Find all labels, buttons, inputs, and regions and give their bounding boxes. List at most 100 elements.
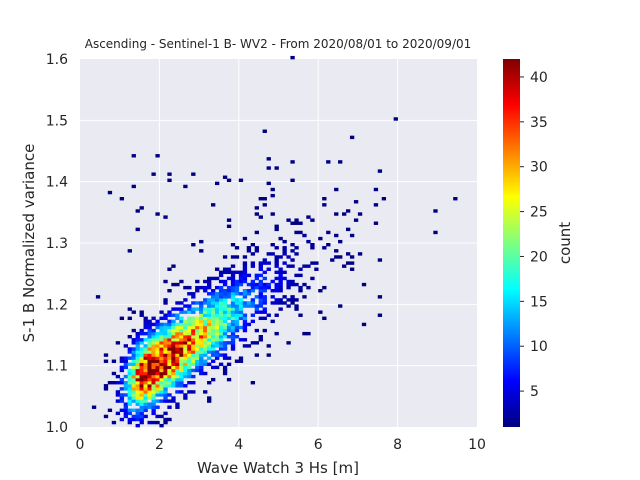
- heatmap-cell: [147, 325, 152, 330]
- heatmap-cell: [175, 368, 180, 373]
- heatmap-cell: [171, 381, 176, 385]
- heatmap-cell: [111, 381, 117, 385]
- heatmap-cell: [119, 381, 125, 385]
- heatmap-cell: [282, 301, 287, 305]
- heatmap-cell: [163, 359, 168, 363]
- heatmap-cell: [207, 356, 212, 360]
- heatmap-cell: [127, 402, 132, 406]
- heatmap-cell: [167, 381, 172, 385]
- heatmap-cell: [175, 405, 180, 409]
- heatmap-cell: [195, 331, 200, 336]
- heatmap-cell: [131, 377, 136, 382]
- heatmap-cell: [326, 243, 331, 247]
- heatmap-cell: [266, 267, 271, 271]
- heatmap-cell: [230, 289, 236, 293]
- heatmap-cell: [151, 356, 156, 360]
- heatmap-cell: [175, 371, 180, 376]
- heatmap-cell: [306, 285, 311, 290]
- heatmap-cell: [167, 319, 172, 324]
- heatmap-cell: [155, 322, 160, 327]
- heatmap-cell: [143, 384, 148, 388]
- heatmap-cell: [254, 307, 259, 311]
- heatmap-cell: [155, 356, 160, 360]
- heatmap-cell: [191, 243, 196, 247]
- heatmap-cell: [151, 374, 156, 379]
- heatmap-cell: [127, 374, 132, 379]
- heatmap-cell: [175, 282, 180, 287]
- heatmap-cell: [167, 399, 172, 403]
- heatmap-cell: [361, 282, 367, 287]
- heatmap-cell: [155, 371, 160, 376]
- heatmap-cell: [238, 316, 244, 321]
- heatmap-cell: [171, 368, 176, 373]
- heatmap-cell: [183, 322, 188, 327]
- heatmap-cell: [270, 252, 275, 256]
- heatmap-cell: [207, 325, 212, 330]
- heatmap-cell: [187, 322, 192, 327]
- heatmap-cell: [155, 405, 160, 409]
- heatmap-cell: [103, 387, 109, 391]
- heatmap-cell: [207, 328, 212, 333]
- heatmap-cell: [234, 325, 240, 330]
- heatmap-cell: [187, 350, 192, 354]
- heatmap-cell: [242, 236, 248, 241]
- heatmap-cell: [230, 310, 236, 314]
- heatmap-cell: [187, 347, 192, 351]
- heatmap-cell: [179, 359, 184, 363]
- heatmap-cell: [258, 304, 263, 308]
- heatmap-cell: [151, 365, 156, 370]
- heatmap-cell: [139, 417, 144, 422]
- heatmap-cell: [230, 328, 236, 333]
- heatmap-cell: [250, 319, 256, 324]
- heatmap-cell: [218, 310, 224, 314]
- heatmap-cell: [167, 267, 172, 271]
- heatmap-cell: [175, 350, 180, 354]
- heatmap-cell: [254, 246, 259, 250]
- heatmap-cell: [191, 325, 196, 330]
- heatmap-cell: [187, 362, 192, 367]
- heatmap-cell: [159, 393, 164, 397]
- heatmap-cell: [250, 289, 256, 293]
- heatmap-cell: [211, 338, 216, 342]
- x-tick-label: 0: [76, 437, 85, 453]
- heatmap-cell: [171, 344, 176, 348]
- heatmap-cell: [222, 313, 228, 317]
- heatmap-cell: [175, 365, 180, 370]
- heatmap-cell: [242, 301, 248, 305]
- heatmap-cell: [258, 338, 263, 342]
- heatmap-cell: [203, 353, 208, 357]
- heatmap-cell: [139, 396, 144, 400]
- heatmap-cell: [203, 338, 208, 342]
- heatmap-cell: [191, 328, 196, 333]
- heatmap-cell: [187, 310, 192, 314]
- heatmap-cell: [258, 261, 263, 265]
- heatmap-cell: [214, 338, 220, 342]
- heatmap-cell: [246, 246, 252, 250]
- heatmap-cell: [183, 298, 188, 302]
- heatmap-cell: [135, 362, 140, 367]
- heatmap-cell: [151, 347, 156, 351]
- heatmap-cell: [222, 347, 228, 351]
- heatmap-cell: [183, 335, 188, 339]
- heatmap-cell: [262, 261, 267, 265]
- heatmap-cell: [171, 322, 176, 327]
- heatmap-cell: [159, 368, 164, 373]
- heatmap-cell: [230, 344, 236, 348]
- heatmap-cell: [199, 353, 204, 357]
- heatmap-cell: [123, 411, 128, 416]
- heatmap-cell: [222, 341, 228, 345]
- heatmap-cell: [163, 313, 168, 317]
- heatmap-cell: [191, 338, 196, 342]
- heatmap-cell: [266, 157, 271, 161]
- heatmap-cell: [155, 390, 160, 394]
- heatmap-cell: [163, 365, 168, 370]
- heatmap-cell: [286, 279, 291, 284]
- outlier-cell: [349, 135, 355, 140]
- heatmap-cell: [119, 408, 125, 413]
- heatmap-cell: [147, 338, 152, 342]
- heatmap-cell: [163, 368, 168, 373]
- heatmap-cell: [171, 356, 176, 360]
- heatmap-cell: [155, 365, 160, 370]
- heatmap-cell: [262, 197, 267, 201]
- heatmap-cell: [199, 301, 204, 305]
